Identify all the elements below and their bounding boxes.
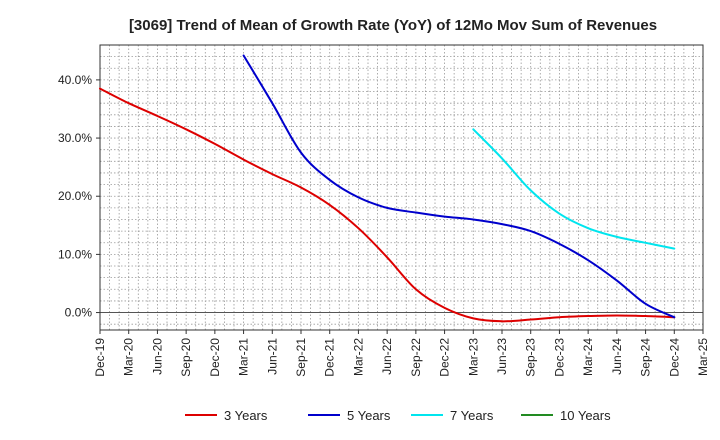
plot-border: [99, 44, 704, 331]
y-tick-label: 0.0%: [65, 306, 93, 320]
x-tick-label: Dec-20: [208, 338, 222, 377]
series-line-3-years: [99, 87, 676, 323]
legend-label: 5 Years: [347, 408, 391, 423]
legend-item-10-years: 10 Years: [521, 408, 611, 423]
series-lines: [99, 54, 676, 323]
x-tick-label: Sep-21: [294, 338, 308, 377]
x-axis-ticks: Dec-19 Mar-20 Jun-20 Sep-20 Dec-20 Mar-21 Jun-…: [93, 330, 710, 377]
x-tick-label: Mar-23: [466, 338, 480, 376]
series-line-5-years: [242, 54, 676, 319]
x-tick-label: Dec-21: [323, 338, 337, 377]
x-tick-label: Mar-25: [696, 338, 710, 376]
x-tick-label: Mar-21: [237, 338, 251, 376]
x-tick-label: Dec-22: [438, 338, 452, 377]
x-tick-label: Sep-24: [639, 338, 653, 377]
x-tick-label: Jun-23: [495, 338, 509, 375]
legend-label: 3 Years: [224, 408, 268, 423]
y-axis-ticks: 0.0% 10.0% 20.0% 30.0% 40.0%: [58, 73, 100, 320]
x-tick-label: Sep-23: [524, 338, 538, 377]
grid-lines: [100, 44, 703, 330]
x-tick-label: Sep-20: [179, 338, 193, 377]
x-tick-label: Dec-23: [552, 338, 566, 377]
series-line-7-years: [472, 128, 676, 250]
legend: 3 Years 5 Years 7 Years 10 Years: [185, 408, 611, 423]
y-tick-label: 30.0%: [58, 131, 92, 145]
legend-label: 10 Years: [560, 408, 611, 423]
x-tick-label: Jun-20: [150, 338, 164, 375]
plot-frame: [99, 44, 704, 331]
chart-title: [3069] Trend of Mean of Growth Rate (YoY…: [129, 17, 657, 34]
x-tick-label: Jun-21: [265, 338, 279, 375]
legend-item-7-years: 7 Years: [411, 408, 494, 423]
x-tick-label: Dec-24: [667, 338, 681, 377]
x-tick-label: Mar-24: [581, 338, 595, 376]
x-tick-label: Mar-22: [351, 338, 365, 376]
x-tick-label: Mar-20: [122, 338, 136, 376]
legend-label: 7 Years: [450, 408, 494, 423]
x-tick-label: Jun-22: [380, 338, 394, 375]
legend-item-5-years: 5 Years: [308, 408, 391, 423]
legend-item-3-years: 3 Years: [185, 408, 268, 423]
y-tick-label: 20.0%: [58, 189, 92, 203]
x-tick-label: Jun-24: [610, 338, 624, 375]
x-tick-label: Sep-22: [409, 338, 423, 377]
x-tick-label: Dec-19: [93, 338, 107, 377]
y-tick-label: 40.0%: [58, 73, 92, 87]
y-tick-label: 10.0%: [58, 247, 92, 261]
